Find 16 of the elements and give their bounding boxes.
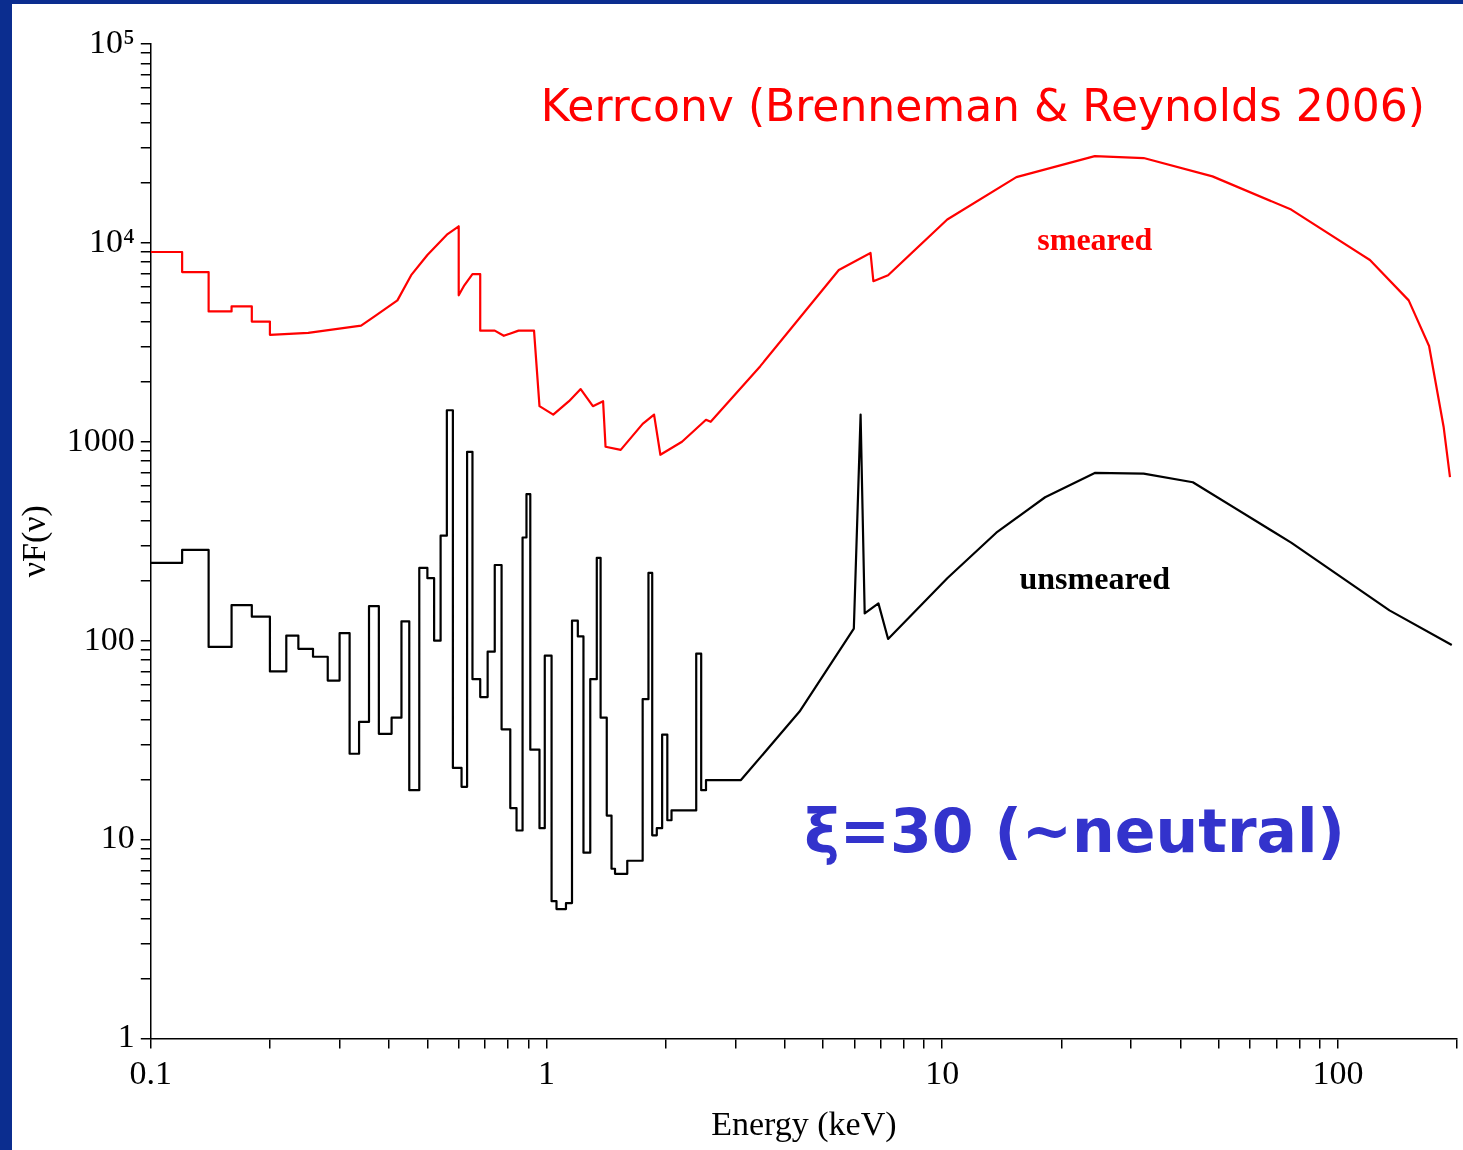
y-tick-label: 10⁵ bbox=[88, 22, 135, 60]
x-axis-title: Energy (keV) bbox=[711, 1104, 897, 1143]
x-tick-label: 0.1 bbox=[129, 1053, 173, 1091]
y-tick-label: 10 bbox=[100, 818, 135, 856]
x-tick-label: 1 bbox=[537, 1053, 555, 1091]
series-label: smeared bbox=[1037, 221, 1153, 258]
y-tick-label: 100 bbox=[83, 619, 135, 657]
x-tick-label: 10 bbox=[925, 1053, 960, 1091]
y-tick-label: 1000 bbox=[66, 420, 135, 458]
annotation: ξ=30 (~neutral) bbox=[804, 795, 1345, 866]
series-label: unsmeared bbox=[1019, 560, 1171, 597]
x-tick-label: 100 bbox=[1312, 1053, 1364, 1091]
y-tick-label: 1 bbox=[117, 1017, 135, 1055]
y-tick-label: 10⁴ bbox=[88, 221, 135, 259]
y-axis-title: νF(ν) bbox=[15, 505, 54, 578]
text: Kerrconv (Brenneman & Reynolds 2006) bbox=[540, 80, 1425, 132]
